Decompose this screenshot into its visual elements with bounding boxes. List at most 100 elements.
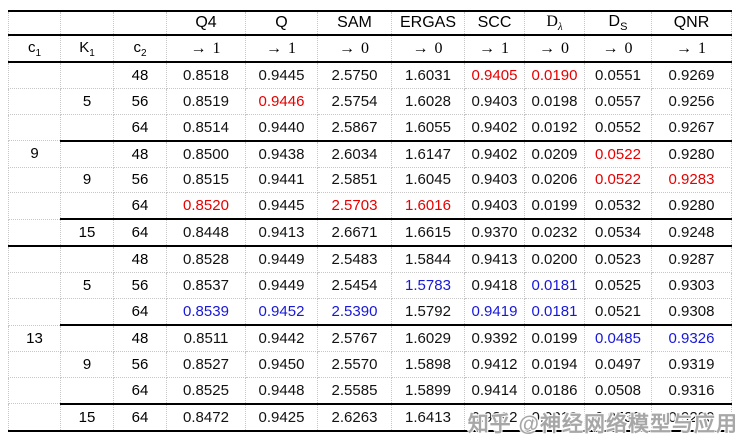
k1-cell (60, 298, 114, 326)
target-direction-ERGAS: → 0 (391, 35, 465, 63)
c2-cell: 48 (113, 324, 167, 353)
value-ERGAS: 1.6045 (391, 167, 465, 194)
value-Q: 0.9438 (245, 139, 318, 168)
value-SAM: 2.6034 (317, 139, 392, 168)
column-header-Q: Q (245, 11, 318, 36)
value-SCC: 0.9414 (464, 377, 525, 405)
c1-cell (8, 114, 61, 142)
k1-cell: 5 (60, 88, 114, 115)
value-Q4: 0.8514 (166, 114, 246, 142)
k1-cell (60, 192, 114, 220)
target-direction-Q4: → 1 (166, 35, 246, 63)
value-Q4: 0.8515 (166, 167, 246, 194)
value-SCC: 0.9403 (464, 167, 525, 194)
value-ERGAS: 1.6028 (391, 88, 465, 115)
value-D_S: 0.0522 (584, 139, 652, 168)
param-header-c2: c2 (113, 35, 167, 63)
value-QNR: 0.9256 (651, 88, 732, 115)
value-D_lambda: 0.0200 (524, 245, 585, 274)
c2-cell: 56 (113, 272, 167, 300)
value-QNR: 0.9283 (651, 167, 732, 194)
value-SAM: 2.5754 (317, 88, 392, 115)
value-SAM: 2.5585 (317, 377, 392, 405)
value-SAM: 2.5454 (317, 272, 392, 300)
value-QNR: 0.9248 (651, 218, 732, 247)
table-row-13: 64 0.8525 0.9448 2.5585 1.5899 0.9414 0.0186 0.… (8, 377, 732, 405)
value-D_S: 0.0522 (584, 167, 652, 194)
value-D_lambda: 0.0206 (524, 167, 585, 194)
c1-cell (8, 62, 61, 89)
value-Q4: 0.8525 (166, 377, 246, 405)
value-D_lambda: 0.0192 (524, 114, 585, 142)
table-row-12: 9 56 0.8527 0.9450 2.5570 1.5898 0.9412 0.0194 0… (8, 351, 732, 378)
c1-cell (8, 377, 61, 405)
value-Q4: 0.8539 (166, 298, 246, 326)
value-D_lambda: 0.0181 (524, 272, 585, 300)
value-QNR: 0.9316 (651, 377, 732, 405)
value-ERGAS: 1.6147 (391, 139, 465, 168)
target-direction-row: c1 K1 c2 → 1 → 1 → 0 → 0 → 1 → 0 → 0 → 1 (8, 35, 732, 63)
value-D_S: 0.0523 (584, 245, 652, 274)
c1-cell (8, 88, 61, 115)
value-D_S: 0.0532 (584, 192, 652, 220)
value-SAM: 2.5767 (317, 324, 392, 353)
value-Q: 0.9446 (245, 88, 318, 115)
target-direction-SCC: → 1 (464, 35, 525, 63)
value-ERGAS: 1.5792 (391, 298, 465, 326)
metrics-table: Q4 Q SAM ERGAS SCC Dλ DS QNR c1 K1 c2 → 1 → 1 → 0 → 0 →… (8, 10, 732, 432)
value-SAM: 2.5703 (317, 192, 392, 220)
c2-cell: 56 (113, 167, 167, 194)
value-QNR: 0.9267 (651, 114, 732, 142)
table-row-5: 9 56 0.8515 0.9441 2.5851 1.6045 0.9403 0.0206 0… (8, 167, 732, 194)
value-SCC: 0.9402 (464, 139, 525, 168)
value-QNR: 0.9280 (651, 192, 732, 220)
k1-cell: 9 (60, 167, 114, 194)
table-body: 48 0.8518 0.9445 2.5750 1.6031 0.9405 0.0190 0.… (8, 62, 732, 432)
value-D_S: 0.0525 (584, 272, 652, 300)
c1-cell (8, 298, 61, 326)
value-ERGAS: 1.5899 (391, 377, 465, 405)
value-SCC: 0.9405 (464, 62, 525, 89)
value-QNR: 0.9287 (651, 245, 732, 274)
value-D_lambda: 0.0198 (524, 88, 585, 115)
value-Q4: 0.8537 (166, 272, 246, 300)
c2-cell: 56 (113, 88, 167, 115)
k1-cell: 9 (60, 351, 114, 378)
value-Q: 0.9448 (245, 377, 318, 405)
value-D_lambda: 0.0186 (524, 377, 585, 405)
value-Q4: 0.8511 (166, 324, 246, 353)
c2-cell: 48 (113, 245, 167, 274)
column-header-Q4: Q4 (166, 11, 246, 36)
value-SCC: 0.9413 (464, 245, 525, 274)
value-SAM: 2.6263 (317, 402, 392, 432)
c2-cell: 48 (113, 139, 167, 168)
value-Q4: 0.8527 (166, 351, 246, 378)
k1-cell (60, 377, 114, 405)
c1-cell (8, 245, 61, 274)
table-row-4: 9 48 0.8500 0.9438 2.6034 1.6147 0.9402 0.0209 0… (8, 139, 732, 168)
value-SCC: 0.9419 (464, 298, 525, 326)
value-SAM: 2.6671 (317, 218, 392, 247)
value-D_lambda: 0.0190 (524, 62, 585, 89)
k1-cell (60, 324, 114, 353)
value-ERGAS: 1.6615 (391, 218, 465, 247)
value-D_S: 0.0552 (584, 114, 652, 142)
value-ERGAS: 1.5783 (391, 272, 465, 300)
table-row-9: 5 56 0.8537 0.9449 2.5454 1.5783 0.9418 0.0181 0… (8, 272, 732, 300)
value-D_lambda: 0.0232 (524, 218, 585, 247)
c1-cell (8, 167, 61, 194)
value-Q4: 0.8528 (166, 245, 246, 274)
value-SCC: 0.9412 (464, 351, 525, 378)
value-D_S: 0.0497 (584, 351, 652, 378)
table-header: Q4 Q SAM ERGAS SCC Dλ DS QNR c1 K1 c2 → 1 → 1 → 0 → 0 →… (8, 11, 732, 63)
column-header-D_S: DS (584, 11, 652, 36)
c2-cell: 64 (113, 402, 167, 432)
value-SAM: 2.5483 (317, 245, 392, 274)
value-QNR: 0.9280 (651, 139, 732, 168)
value-SCC: 0.9392 (464, 402, 525, 432)
k1-cell (60, 139, 114, 168)
k1-cell: 15 (60, 402, 114, 432)
value-D_lambda: 0.0209 (524, 139, 585, 168)
table-row-7: 15 64 0.8448 0.9413 2.6671 1.6615 0.9370 0.0232… (8, 218, 732, 247)
value-D_S: 0.0538 (584, 402, 652, 432)
